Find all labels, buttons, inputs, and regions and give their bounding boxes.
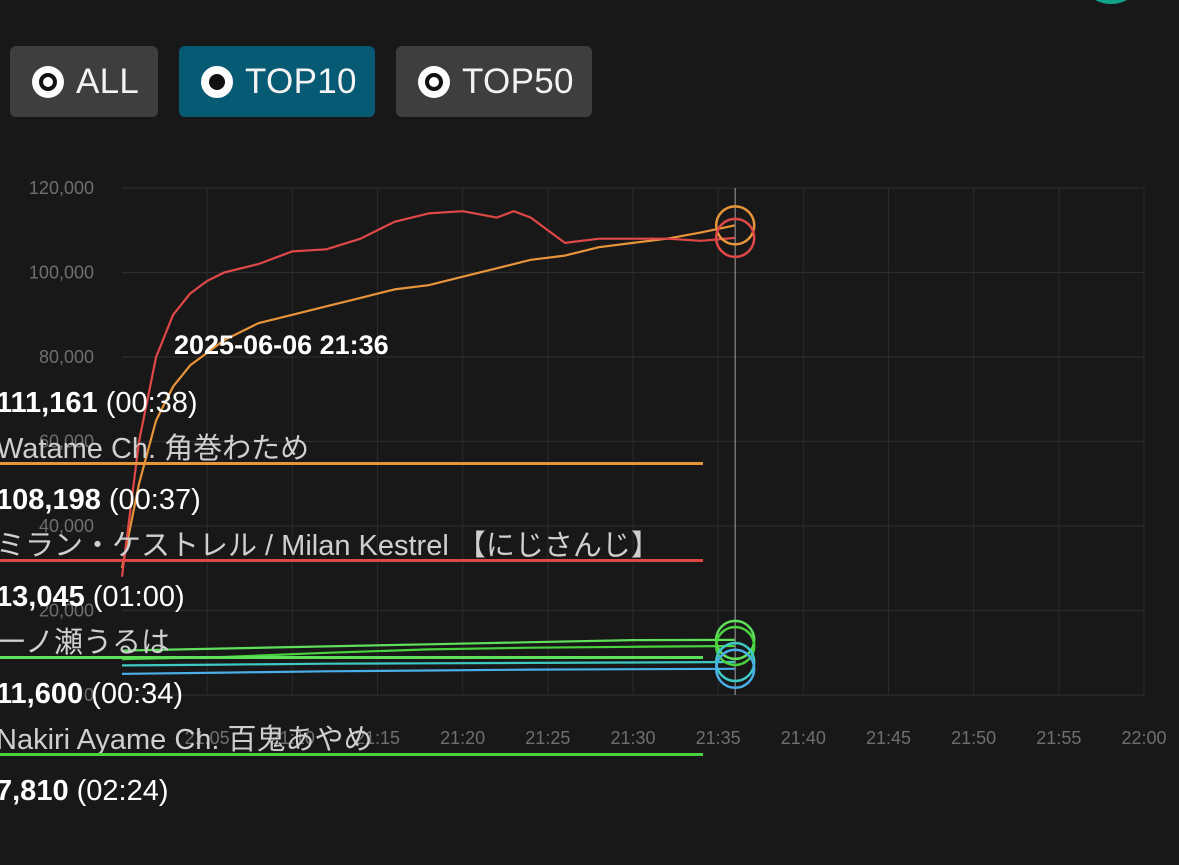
filter-top50-label: TOP50 <box>462 61 574 101</box>
series-color-line <box>0 656 703 659</box>
tooltip-title: 2025-06-06 21:36 <box>174 330 389 360</box>
series-color-line <box>0 753 703 756</box>
channel-name: Nakiri Ayame Ch. 百鬼あやめ <box>0 724 373 756</box>
series-color-line <box>0 462 703 465</box>
radio-icon <box>32 65 64 98</box>
y-tick-label: 100,000 <box>29 263 94 283</box>
x-tick-label: 21:50 <box>951 728 996 748</box>
channel-name: ミラン・ケストレル / Milan Kestrel 【にじさんじ】 <box>0 530 660 562</box>
x-tick-label: 21:10 <box>270 728 315 748</box>
duration: (01:00) <box>84 581 185 613</box>
viewer-count: 108,198 <box>0 484 101 516</box>
series-color-line <box>0 559 703 562</box>
viewer-count: 13,045 <box>0 581 85 613</box>
series-line <box>121 660 736 667</box>
series-line <box>121 638 736 652</box>
x-tick-label: 21:15 <box>355 728 400 748</box>
duration: (00:37) <box>100 484 201 516</box>
tooltip-value: 7,810 (02:24) <box>0 775 169 808</box>
filter-top10-button[interactable]: TOP10 <box>179 46 375 117</box>
y-tick-label: 60,000 <box>39 432 94 452</box>
x-tick-label: 21:45 <box>866 728 911 748</box>
duration: (00:38) <box>97 387 198 419</box>
y-tick-label: 20,000 <box>39 601 94 621</box>
series-marker <box>714 648 756 690</box>
x-tick-label: 22:00 <box>1121 728 1166 748</box>
x-tick-label: 21:30 <box>610 728 655 748</box>
x-tick-label: 21:40 <box>781 728 826 748</box>
x-tick-label: 21:20 <box>440 728 485 748</box>
filter-all-button[interactable]: ALL <box>10 46 158 117</box>
tooltip-entry: 7,810 (02:24) <box>0 775 703 865</box>
y-tick-label: 0 <box>84 685 94 705</box>
channel-name: 一ノ瀬うるは <box>0 627 171 659</box>
tooltip-value: 13,045 (01:00) <box>0 581 185 614</box>
x-tick-label: 21:55 <box>1036 728 1081 748</box>
series-marker <box>714 217 756 259</box>
viewer-count: 111,161 <box>0 387 98 419</box>
viewer-count: 7,810 <box>0 775 69 807</box>
y-tick-label: 120,000 <box>29 178 94 198</box>
series-line <box>120 224 736 569</box>
tooltip-entry: 13,045 (01:00) 一ノ瀬うるは <box>0 581 703 671</box>
viewer-count: 11,600 <box>0 678 84 710</box>
cursor-markers <box>714 205 756 690</box>
y-axis-ticks: 120,000 100,000 80,000 60,000 40,000 20,000 0 <box>29 178 94 705</box>
filter-bar: ALL TOP10 TOP50 <box>10 46 592 117</box>
series-marker <box>714 205 756 246</box>
radio-selected-icon <box>201 65 233 98</box>
x-axis-ticks: 21:05 21:10 21:15 21:20 21:25 21:30 21:35 21:40… <box>185 728 1167 748</box>
duration: (02:24) <box>68 775 169 807</box>
tooltip-value: 108,198 (00:37) <box>0 484 201 517</box>
avatar[interactable] <box>1080 0 1142 4</box>
filter-top10-label: TOP10 <box>245 61 357 101</box>
filter-top50-button[interactable]: TOP50 <box>396 46 592 117</box>
radio-icon <box>418 65 450 98</box>
series-line <box>120 210 736 577</box>
series-line <box>121 667 736 675</box>
x-tick-label: 21:25 <box>525 728 570 748</box>
channel-name: Watame Ch. 角巻わため <box>0 433 310 465</box>
x-tick-label: 21:35 <box>696 728 741 748</box>
filter-all-label: ALL <box>76 61 140 101</box>
chart-grid <box>122 187 1145 696</box>
tooltip-value: 11,600 (00:34) <box>0 678 183 711</box>
tooltip-entry: 108,198 (00:37) ミラン・ケストレル / Milan Kestrel… <box>0 484 703 574</box>
tooltip-value: 111,161 (00:38) <box>0 387 198 420</box>
duration: (00:34) <box>83 678 184 710</box>
tooltip-entry: 11,600 (00:34) Nakiri Ayame Ch. 百鬼あやめ <box>0 678 703 768</box>
viewer-chart[interactable]: 120,000100,00080,00060,00040,00020,0000 … <box>0 0 1179 821</box>
y-tick-label: 40,000 <box>39 516 94 536</box>
tooltip-entry: 111,161 (00:38) Watame Ch. 角巻わため <box>0 387 703 477</box>
y-tick-label: 80,000 <box>39 347 94 367</box>
series-marker <box>714 625 756 667</box>
x-tick-label: 21:05 <box>185 728 230 748</box>
